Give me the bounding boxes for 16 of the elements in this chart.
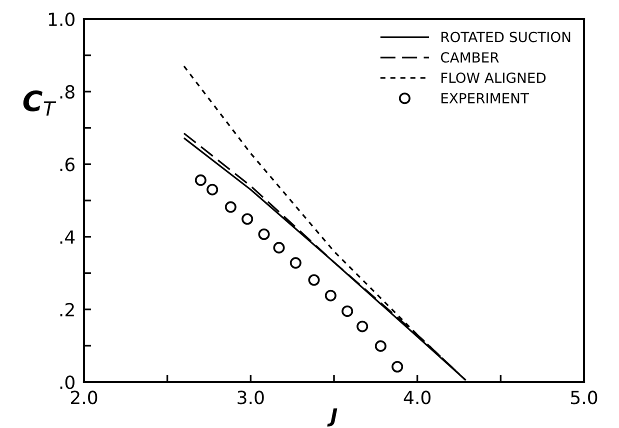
y-axis-title: C$_{T}$ (23, 90, 56, 116)
y-tick-label: .2 (60, 302, 74, 316)
y-tick-label: .0 (60, 375, 74, 390)
x-tick-label: 3.0 (238, 390, 264, 404)
legend-label: ROTATED SUCTION (441, 32, 570, 42)
x-tick-label: 2.0 (70, 390, 98, 404)
y-tick-label: .8 (60, 85, 74, 99)
legend-label: FLOW ALIGNED (441, 72, 546, 84)
legend-label: EXPERIMENT (441, 93, 529, 104)
x-tick-label: 4.0 (404, 390, 430, 404)
y-tick-label: 1.0 (48, 12, 74, 26)
x-tick-label: 5.0 (571, 390, 598, 404)
y-tick-label: .4 (60, 230, 75, 244)
legend-label: CAMBER (440, 52, 499, 63)
x-axis-title: J (327, 408, 338, 426)
y-tick-label: .6 (60, 158, 75, 172)
